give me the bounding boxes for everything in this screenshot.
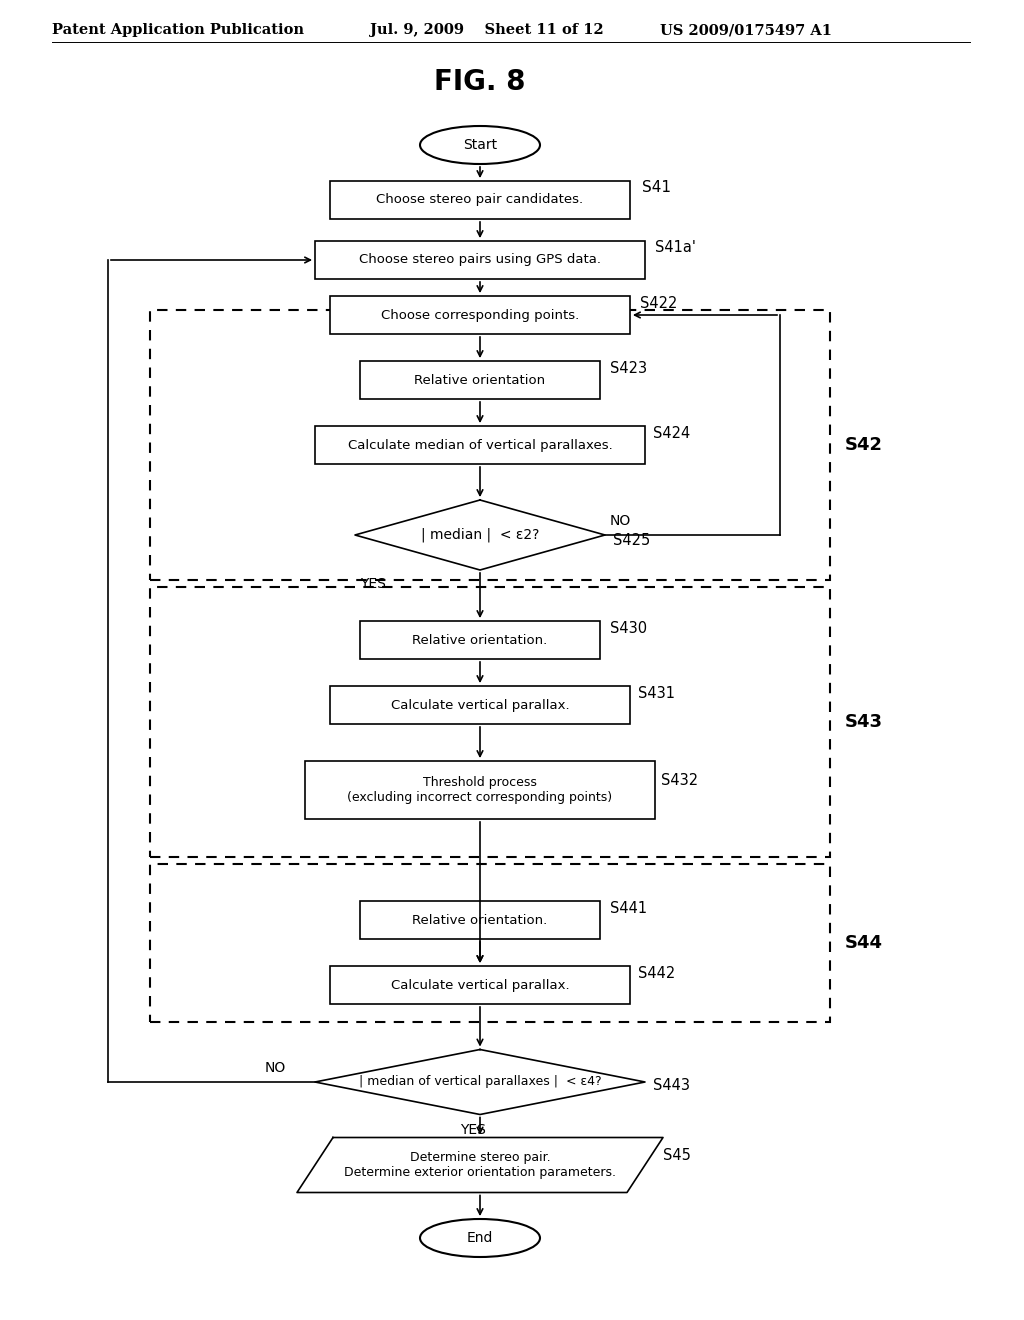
FancyBboxPatch shape: [330, 296, 630, 334]
Text: Choose corresponding points.: Choose corresponding points.: [381, 309, 580, 322]
FancyBboxPatch shape: [330, 686, 630, 723]
Text: Calculate vertical parallax.: Calculate vertical parallax.: [391, 698, 569, 711]
Ellipse shape: [420, 125, 540, 164]
FancyBboxPatch shape: [315, 242, 645, 279]
Text: S442: S442: [638, 966, 675, 981]
Text: S422: S422: [640, 296, 677, 312]
Text: NO: NO: [265, 1061, 287, 1074]
Ellipse shape: [420, 1218, 540, 1257]
Text: Patent Application Publication: Patent Application Publication: [52, 22, 304, 37]
FancyBboxPatch shape: [305, 762, 655, 818]
Text: NO: NO: [610, 513, 631, 528]
Text: S423: S423: [610, 360, 647, 376]
Text: S425: S425: [613, 533, 650, 548]
FancyBboxPatch shape: [360, 620, 600, 659]
Text: FIG. 8: FIG. 8: [434, 69, 525, 96]
Text: YES: YES: [460, 1123, 485, 1138]
Text: Calculate vertical parallax.: Calculate vertical parallax.: [391, 978, 569, 991]
Polygon shape: [297, 1138, 663, 1192]
Text: Relative orientation.: Relative orientation.: [413, 913, 548, 927]
Text: Jul. 9, 2009    Sheet 11 of 12: Jul. 9, 2009 Sheet 11 of 12: [370, 22, 604, 37]
Text: S41a': S41a': [655, 240, 696, 255]
FancyBboxPatch shape: [330, 966, 630, 1005]
Text: S41: S41: [642, 180, 671, 195]
Text: YES: YES: [360, 577, 386, 591]
Text: S443: S443: [653, 1078, 690, 1093]
FancyBboxPatch shape: [360, 360, 600, 399]
Text: Relative orientation.: Relative orientation.: [413, 634, 548, 647]
Text: S431: S431: [638, 686, 675, 701]
FancyBboxPatch shape: [360, 902, 600, 939]
Text: S43: S43: [845, 713, 883, 731]
Text: S430: S430: [610, 620, 647, 636]
Text: S44: S44: [845, 935, 883, 952]
Text: Threshold process
(excluding incorrect corresponding points): Threshold process (excluding incorrect c…: [347, 776, 612, 804]
Text: Determine stereo pair.
Determine exterior orientation parameters.: Determine stereo pair. Determine exterio…: [344, 1151, 616, 1179]
Text: Choose stereo pair candidates.: Choose stereo pair candidates.: [377, 194, 584, 206]
Text: | median |  < ε2?: | median | < ε2?: [421, 528, 540, 543]
Text: | median of vertical parallaxes |  < ε4?: | median of vertical parallaxes | < ε4?: [358, 1076, 601, 1089]
Text: Calculate median of vertical parallaxes.: Calculate median of vertical parallaxes.: [347, 438, 612, 451]
Text: S42: S42: [845, 436, 883, 454]
Text: Choose stereo pairs using GPS data.: Choose stereo pairs using GPS data.: [359, 253, 601, 267]
FancyBboxPatch shape: [315, 426, 645, 465]
Text: Start: Start: [463, 139, 497, 152]
Polygon shape: [355, 500, 605, 570]
Text: US 2009/0175497 A1: US 2009/0175497 A1: [660, 22, 831, 37]
FancyBboxPatch shape: [330, 181, 630, 219]
Text: S441: S441: [610, 902, 647, 916]
Text: S45: S45: [663, 1148, 691, 1163]
Text: S424: S424: [653, 426, 690, 441]
Text: S432: S432: [662, 774, 698, 788]
Text: End: End: [467, 1232, 494, 1245]
Text: Relative orientation: Relative orientation: [415, 374, 546, 387]
Polygon shape: [315, 1049, 645, 1114]
